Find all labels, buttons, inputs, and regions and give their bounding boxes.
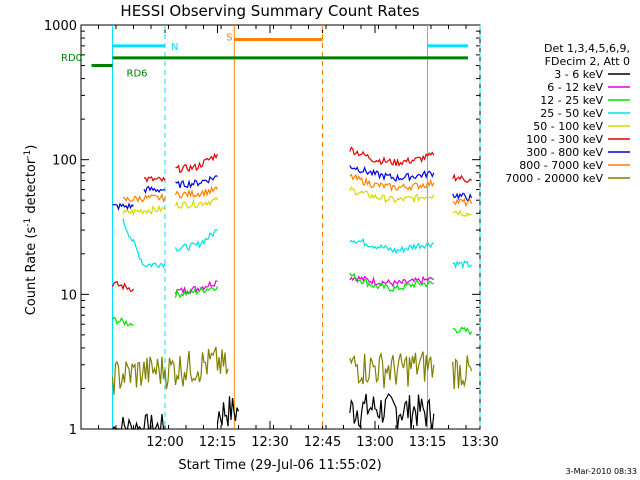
series-line [452, 192, 473, 201]
y-axis-label-sup1: -1 [23, 218, 33, 227]
chart-title: HESSI Observing Summary Count Rates [120, 2, 419, 20]
series-line [349, 272, 434, 292]
series-line [111, 346, 229, 396]
series-line [349, 165, 435, 182]
series-line [349, 146, 435, 167]
series-line [112, 413, 165, 431]
legend-label: 3 - 6 keV [554, 68, 603, 81]
series-line [174, 285, 219, 299]
series-line [174, 185, 219, 199]
x-axis-label: Start Time (29-Jul-06 11:55:02) [178, 458, 381, 473]
legend-label: 50 - 100 keV [533, 120, 603, 133]
legend: Det 1,3,4,5,6,9,FDecim 2, Att 03 - 6 keV… [505, 42, 630, 185]
legend-label: 7000 - 20000 keV [505, 172, 603, 185]
series-line [175, 174, 218, 189]
series-line [452, 355, 473, 390]
series-line [452, 197, 473, 208]
series-line [349, 351, 435, 389]
series-line [349, 173, 435, 193]
y-axis-label-main: Count Rate (s [24, 227, 39, 316]
series-line [174, 280, 218, 295]
y-axis-label: Count Rate (s-1 detector-1) [23, 145, 39, 316]
plot-area: 1 10 100 1000 12:00 12:15 12:30 12:45 13:00 13:15… [44, 19, 499, 450]
series-line [144, 175, 166, 183]
legend-label: 25 - 50 keV [540, 107, 603, 120]
overlay-label-s: S [226, 33, 232, 44]
legend-header: FDecim 2, Att 0 [545, 55, 630, 68]
legend-label: 300 - 800 keV [526, 146, 603, 159]
series-line [143, 185, 166, 195]
x-tick-label: 13:15 [409, 435, 446, 450]
series-line [111, 316, 134, 327]
legend-label: 12 - 25 keV [540, 94, 603, 107]
legend-label: 100 - 300 keV [526, 133, 603, 146]
series-line [175, 152, 219, 174]
overlay-label-rd0: RD0 [61, 53, 82, 64]
series-line [216, 396, 240, 427]
y-axis-label-mid: detector [24, 158, 39, 218]
series-line [452, 209, 472, 218]
y-tick-label: 1 [69, 423, 77, 438]
legend-label: 6 - 12 keV [547, 81, 603, 94]
series-line [122, 204, 166, 217]
series-line [174, 229, 218, 252]
footer-timestamp: 3-Mar-2010 08:33 [566, 467, 637, 476]
series-line [349, 186, 435, 204]
x-tick-label: 12:00 [146, 435, 183, 450]
x-tick-label: 12:45 [304, 435, 341, 450]
series-line [349, 275, 434, 288]
series-line [452, 326, 473, 336]
y-tick-label: 10 [60, 288, 77, 303]
legend-header: Det 1,3,4,5,6,9, [544, 42, 630, 55]
series-line [452, 260, 472, 270]
y-tick-label: 100 [52, 154, 77, 169]
overlay-label-rd6: RD6 [127, 69, 148, 80]
legend-label: 800 - 7000 keV [519, 159, 603, 172]
series-line [349, 237, 434, 255]
series-line [452, 173, 472, 183]
y-tick-label: 1000 [44, 19, 77, 34]
plot-frame [80, 24, 481, 430]
x-tick-label: 13:00 [356, 435, 393, 450]
series-line [112, 202, 134, 211]
x-tick-label: 12:15 [199, 435, 236, 450]
y-axis-label-sup2: -1 [23, 150, 33, 159]
series-line [111, 280, 135, 292]
overlay-label-n: N [171, 42, 178, 53]
x-tick-label: 12:30 [251, 435, 288, 450]
series-line [122, 192, 166, 204]
series-line [174, 196, 219, 210]
x-tick-label: 13:30 [461, 435, 498, 450]
series-line [122, 218, 166, 269]
y-axis-label-end: ) [24, 145, 39, 150]
series-line [349, 393, 435, 430]
